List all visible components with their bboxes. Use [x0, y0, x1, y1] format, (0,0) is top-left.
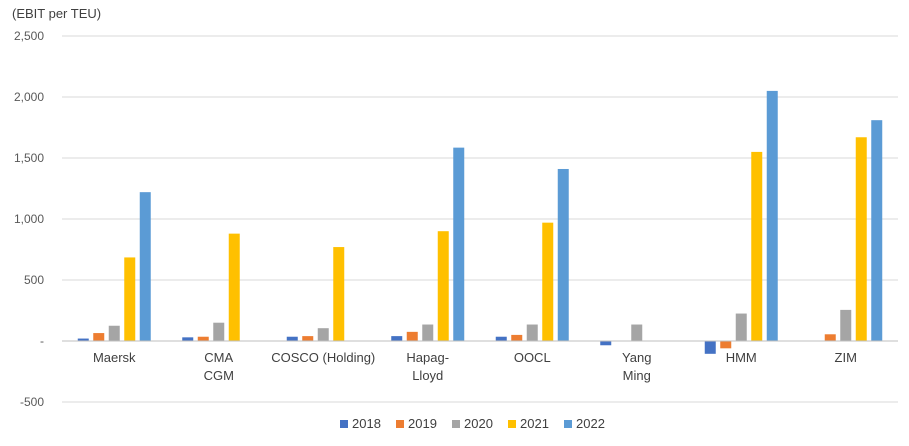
bar-2019	[720, 341, 732, 349]
bar-2020	[631, 324, 643, 341]
bar-2021	[437, 231, 449, 341]
legend-swatch-2018	[340, 420, 348, 428]
bar-2021	[855, 137, 867, 341]
x-axis-category-labels: Maersk CMA CGM COSCO (Holding) Hapag-Lloyd OO…	[93, 350, 857, 383]
bar-2019	[197, 336, 209, 341]
bar-2018	[182, 337, 194, 341]
y-tick-label: 2,500	[14, 29, 44, 43]
legend-label-2018: 2018	[352, 416, 381, 431]
bar-2021	[124, 257, 136, 341]
legend: 2018 2019 2020 2021 2022	[340, 416, 605, 431]
legend-label-2021: 2021	[520, 416, 549, 431]
y-tick-label: 1,500	[14, 151, 44, 165]
bar-2021	[751, 151, 763, 341]
bar-2018	[600, 341, 612, 346]
bar-2018	[391, 336, 403, 341]
bar-2021	[333, 247, 345, 341]
category-label: COSCO (Holding)	[271, 350, 375, 365]
bar-2022	[871, 120, 883, 342]
legend-swatch-2022	[564, 420, 572, 428]
bar-2021	[542, 222, 554, 341]
bar-2022	[453, 147, 465, 341]
legend-label-2020: 2020	[464, 416, 493, 431]
bar-2018	[77, 338, 89, 341]
bar-2020	[526, 324, 538, 341]
bar-2022	[557, 168, 569, 341]
bar-2020	[422, 324, 434, 341]
category-label: ZIM	[835, 350, 857, 365]
bar-2022	[766, 90, 778, 342]
category-label: OOCL	[514, 350, 551, 365]
legend-swatch-2021	[508, 420, 516, 428]
bar-2019	[824, 334, 836, 341]
bar-2018	[704, 341, 716, 354]
bar-2020	[317, 328, 329, 341]
legend-swatch-2019	[396, 420, 404, 428]
bar-2019	[302, 336, 314, 341]
bar-2020	[840, 309, 852, 341]
y-tick-label: -	[40, 334, 44, 348]
legend-label-2019: 2019	[408, 416, 437, 431]
bar-2019	[93, 333, 105, 341]
bar-2019	[511, 334, 523, 341]
y-tick-label: 2,000	[14, 90, 44, 104]
bar-series	[77, 90, 883, 354]
bar-2021	[228, 233, 240, 341]
y-tick-label: 1,000	[14, 212, 44, 226]
bar-2020	[108, 325, 120, 341]
legend-label-2022: 2022	[576, 416, 605, 431]
y-tick-label: -500	[20, 395, 44, 409]
bar-2018	[495, 336, 507, 341]
category-label: Yang Ming	[622, 350, 651, 383]
category-label: Maersk	[93, 350, 136, 365]
bar-2019	[406, 331, 418, 341]
category-label: CMA CGM	[204, 350, 234, 383]
category-label: Hapag-Lloyd	[406, 350, 449, 383]
bar-2020	[735, 313, 747, 341]
bar-2020	[213, 322, 225, 341]
bar-2018	[286, 336, 298, 341]
legend-swatch-2020	[452, 420, 460, 428]
y-axis-unit-label: (EBIT per TEU)	[12, 6, 102, 21]
bar-2022	[139, 192, 151, 341]
category-label: HMM	[726, 350, 757, 365]
y-tick-label: 500	[24, 273, 44, 287]
